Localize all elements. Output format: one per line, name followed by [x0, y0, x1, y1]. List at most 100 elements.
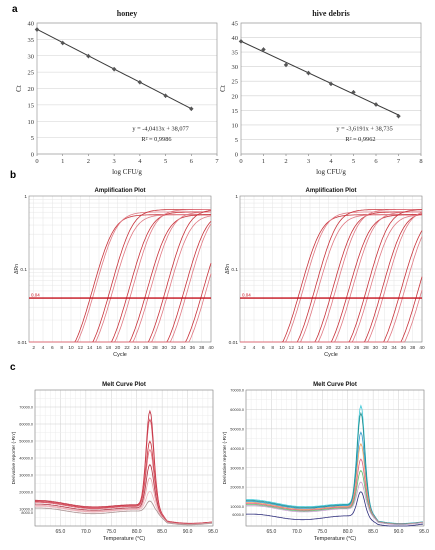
amplification-curve: [29, 211, 212, 343]
x-tick-label: 24: [345, 345, 351, 351]
x-tick-label: 70.0: [292, 529, 302, 535]
y-tick-label: 0.1: [20, 267, 27, 273]
x-tick-label: 20: [115, 345, 121, 351]
chart-title: Amplification Plot: [95, 188, 146, 194]
x-tick-label: 3: [113, 158, 116, 165]
melt-curve: [35, 500, 213, 526]
x-tick-label: 90.0: [394, 529, 404, 535]
y-tick-label: 40: [28, 21, 35, 28]
amplification-curve: [240, 236, 423, 343]
y-axis-label: ΔRn: [14, 264, 20, 274]
melt-curve-plot-left: Melt Curve Plot 65.0 70.0 75.0 80.0 85.0 90.0 9…: [11, 382, 218, 542]
x-tick-label: 7: [215, 158, 219, 165]
x-tick-label: 7: [397, 158, 401, 165]
data-point: [351, 90, 356, 95]
x-axis-label: log CFU/g: [112, 168, 142, 176]
x-tick-label: 85.0: [368, 529, 378, 535]
y-tick-label: 45: [232, 21, 239, 28]
x-axis-label: Cycle: [324, 352, 338, 358]
y-tick-label: 8000.0: [21, 511, 33, 515]
x-tick-label: 18: [317, 345, 323, 351]
x-axis-label: Temperature (°C): [103, 536, 145, 542]
x-tick-label: 5: [164, 158, 167, 165]
threshold-label: 0.04: [242, 293, 251, 298]
y-tick-label: 15: [28, 102, 35, 109]
x-tick-label: 8: [60, 345, 63, 351]
x-tick-label: 4: [138, 158, 142, 165]
x-tick-label: 26: [143, 345, 149, 351]
panel-label-a: a: [12, 4, 18, 15]
y-tick-label: 40000.0: [230, 447, 244, 451]
x-tick-label: 2: [87, 158, 90, 165]
data-point: [137, 80, 143, 85]
x-tick-label: 36: [190, 345, 196, 351]
x-tick-label: 12: [78, 345, 84, 351]
x-tick-label: 38: [199, 345, 205, 351]
y-tick-label: 5: [235, 137, 238, 144]
x-tick-label: 26: [354, 345, 360, 351]
y-tick-label: 10000.0: [19, 508, 33, 512]
data-point: [373, 102, 379, 107]
x-tick-label: 32: [171, 345, 177, 351]
melt-curve: [245, 491, 424, 527]
x-tick-label: 5: [352, 158, 355, 165]
amplification-curve: [29, 223, 212, 343]
x-tick-label: 12: [289, 345, 295, 351]
trendline-equation: y = -3,6191x + 38,735: [336, 125, 392, 132]
melt-curve: [246, 458, 424, 525]
x-tick-label: 30: [162, 345, 168, 351]
y-tick-label: 30000.0: [230, 466, 244, 470]
data-point: [189, 106, 194, 112]
amplification-curve: [29, 211, 211, 343]
y-tick-label: 20: [28, 86, 35, 93]
x-tick-label: 32: [382, 345, 388, 351]
x-tick-label: 14: [87, 345, 93, 351]
y-tick-label: 0: [235, 152, 238, 159]
x-tick-label: 38: [410, 345, 416, 351]
y-axis-label: Derivative reporter (-Rn'): [11, 431, 17, 484]
trendline-equation: y = -4,0413x + 38,077: [132, 125, 188, 132]
y-tick-label: 0.1: [231, 267, 238, 273]
y-tick-label: 0.01: [18, 340, 28, 346]
x-tick-label: 65.0: [56, 529, 66, 535]
amplification-curve: [29, 273, 212, 343]
y-tick-label: 0: [31, 152, 34, 159]
panel-label-c: c: [10, 362, 16, 373]
threshold-label: 0.04: [31, 293, 40, 298]
x-axis-label: Temperature (°C): [314, 536, 356, 542]
data-point: [34, 27, 40, 32]
amplification-curve: [29, 211, 211, 343]
x-tick-label: 75.0: [106, 529, 116, 535]
y-axis-label: Ct: [15, 85, 23, 92]
trendline: [240, 40, 399, 116]
amplification-curve: [240, 276, 423, 343]
y-axis-label: Derivative reporter (-Rn'): [222, 431, 228, 484]
y-tick-label: 20000.0: [230, 486, 244, 490]
x-tick-label: 6: [190, 158, 194, 165]
y-tick-label: 25: [28, 70, 35, 77]
y-tick-label: 40000.0: [19, 457, 33, 461]
data-point: [238, 39, 244, 44]
chart-title: Melt Curve Plot: [102, 382, 146, 388]
y-tick-label: 50000.0: [19, 440, 33, 444]
y-tick-label: 35: [28, 37, 35, 44]
data-point: [60, 40, 65, 46]
y-tick-label: 35: [232, 50, 239, 57]
amplification-curve: [29, 209, 211, 343]
x-tick-label: 6: [262, 345, 265, 351]
x-tick-label: 3: [307, 158, 310, 165]
y-tick-label: 6000.0: [232, 513, 244, 517]
x-tick-label: 30: [373, 345, 379, 351]
x-tick-label: 10: [279, 345, 285, 351]
y-tick-label: 10: [28, 119, 35, 126]
x-tick-label: 36: [401, 345, 407, 351]
x-tick-label: 34: [391, 345, 397, 351]
chart-title: Amplification Plot: [306, 188, 357, 194]
chart-title: hive debris: [312, 9, 350, 18]
x-tick-label: 18: [106, 345, 112, 351]
x-tick-label: 80.0: [343, 529, 353, 535]
x-tick-label: 2: [32, 345, 35, 351]
y-tick-label: 30: [232, 64, 239, 71]
